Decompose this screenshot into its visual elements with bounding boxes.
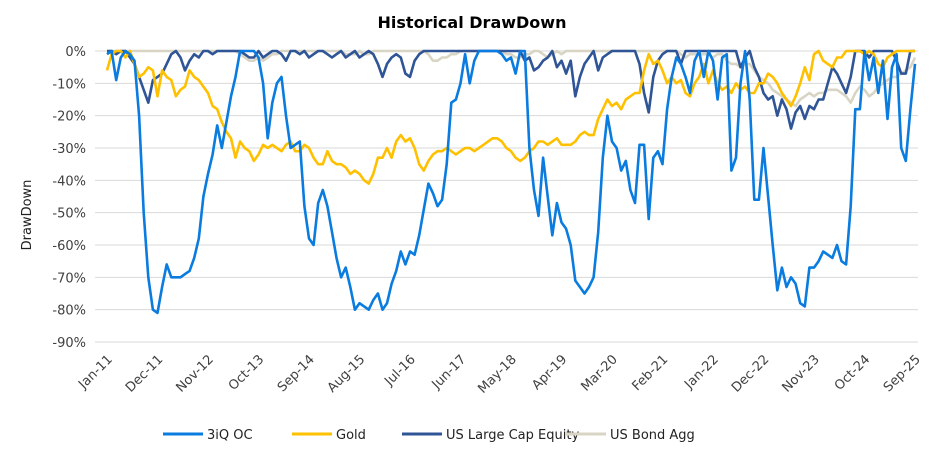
y-tick-label: -80%: [52, 304, 86, 319]
y-tick-label: -50%: [52, 207, 86, 222]
legend-label: US Bond Agg: [610, 428, 695, 443]
y-tick-label: -10%: [52, 77, 86, 92]
y-tick-label: -60%: [52, 239, 86, 254]
y-tick-label: -40%: [52, 174, 86, 189]
legend-item: US Large Cap Equity: [402, 428, 579, 443]
legend-label: 3iQ OC: [207, 428, 253, 443]
y-tick-label: -30%: [52, 142, 86, 157]
legend: 3iQ OC Gold US Large Cap Equity US Bond Agg: [163, 428, 695, 443]
x-tick-label: Aug-15: [325, 352, 369, 396]
y-tick-label: -90%: [52, 336, 86, 351]
gridlines: [95, 50, 918, 343]
x-tick-label: Feb-21: [629, 352, 671, 394]
x-tick-label: Nov-12: [174, 352, 217, 395]
series-line-3iq-oc: [106, 49, 917, 315]
x-tick-label: Jan-11: [75, 352, 116, 393]
legend-item: 3iQ OC: [163, 428, 253, 443]
x-tick-label: Oct-13: [226, 352, 268, 394]
y-tick-label: -20%: [52, 110, 86, 125]
x-tick-label: Sep-25: [881, 352, 924, 395]
y-tick-label: 0%: [65, 45, 86, 60]
series-line-us-bond-agg: [107, 49, 917, 108]
x-tick-label: May-18: [475, 352, 519, 396]
x-tick-label: Nov-23: [780, 352, 823, 395]
x-tick-label: Dec-11: [123, 352, 166, 395]
x-tick-label: Apr-19: [529, 352, 570, 393]
x-tick-label: Dec-22: [729, 352, 772, 395]
x-tick-label: Jul-16: [381, 352, 418, 389]
series-line-gold: [105, 49, 915, 185]
y-tick-label: -70%: [52, 271, 86, 286]
x-tick-label: Jun-17: [429, 352, 470, 393]
legend-item: Gold: [292, 428, 366, 443]
x-tick-label: Sep-14: [275, 352, 318, 395]
y-axis-label: DrawDown: [20, 180, 35, 251]
y-axis-ticks: 0% -10% -20% -30% -40% -50% -60% -70% -80% -90%: [52, 45, 86, 351]
legend-label: Gold: [336, 428, 366, 443]
x-axis-ticks: Jan-11 Dec-11 Nov-12 Oct-13 Sep-14 Aug-15 Jul-…: [75, 352, 924, 396]
x-tick-label: Jan-22: [681, 352, 722, 393]
x-tick-label: Mar-20: [578, 352, 620, 394]
legend-label: US Large Cap Equity: [446, 428, 579, 443]
legend-item: US Bond Agg: [566, 428, 695, 443]
chart-title: Historical DrawDown: [378, 13, 567, 32]
x-tick-label: Oct-24: [832, 352, 874, 394]
series-lines: [105, 49, 917, 315]
